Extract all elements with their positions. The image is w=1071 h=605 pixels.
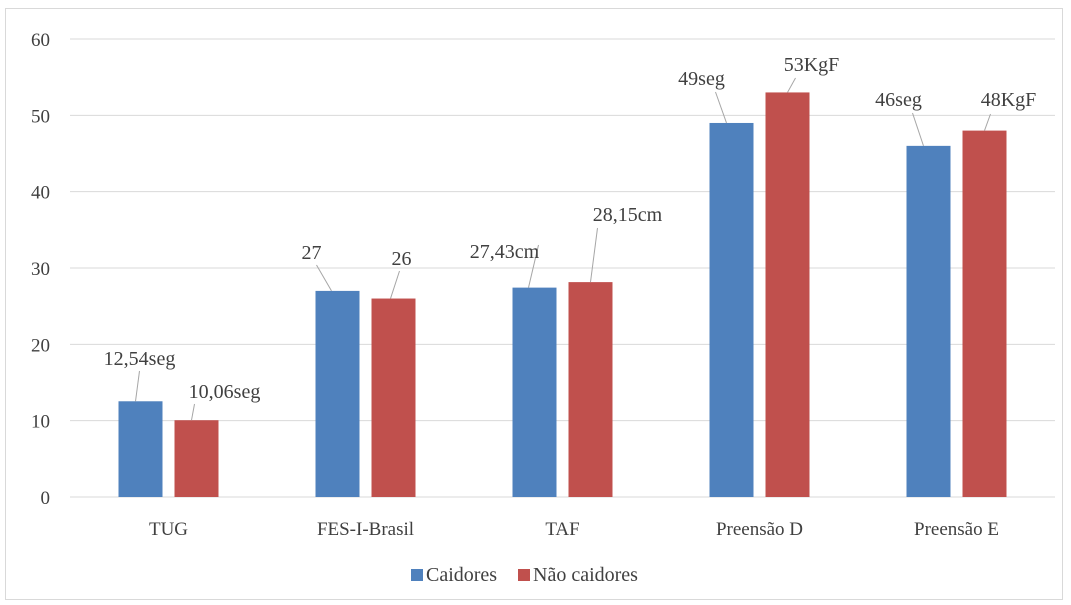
bar-caidores	[118, 401, 163, 497]
data-label: 12,54seg	[104, 348, 176, 370]
data-label: 28,15cm	[593, 204, 663, 226]
y-tick-label: 60	[31, 30, 50, 51]
category-label: FES-I-Brasil	[317, 519, 414, 540]
y-tick-label: 50	[31, 106, 50, 127]
y-axis: 0 10 20 30 40 50 60	[31, 30, 1055, 509]
category-label: TUG	[149, 519, 188, 540]
bar-nao-caidores	[174, 420, 219, 497]
bar-nao-caidores	[962, 130, 1007, 497]
label-leader-lines	[135, 77, 991, 421]
legend-entry[interactable]: Caidores	[411, 564, 497, 586]
y-tick-label: 40	[31, 183, 50, 204]
bar-nao-caidores	[765, 92, 810, 497]
leader-line	[528, 244, 539, 288]
data-label: 26	[392, 248, 412, 270]
y-tick-label: 0	[41, 488, 51, 509]
legend-label: Caidores	[426, 564, 497, 586]
category-label: TAF	[545, 519, 579, 540]
legend[interactable]: Caidores Não caidores	[411, 564, 638, 586]
legend-swatch	[518, 569, 530, 581]
legend-swatch	[411, 569, 423, 581]
bar-caidores	[906, 145, 951, 497]
y-tick-label: 10	[31, 412, 50, 433]
bar-caidores	[315, 290, 360, 497]
x-axis-categories: TUG FES-I-Brasil TAF Preensão D Preensão E	[149, 519, 999, 540]
data-label: 46seg	[875, 89, 922, 111]
data-label: 53KgF	[784, 54, 840, 76]
leader-line	[191, 403, 195, 421]
bar-nao-caidores	[371, 298, 416, 497]
leader-line	[787, 77, 796, 93]
data-label: 27,43cm	[470, 241, 540, 263]
data-label: 10,06seg	[189, 381, 261, 403]
leader-line	[390, 270, 400, 299]
leader-line	[316, 264, 332, 292]
data-label: 27	[302, 242, 322, 264]
data-label: 48KgF	[981, 89, 1037, 111]
bar-caidores	[709, 122, 754, 497]
data-labels: 12,54seg 10,06seg 27 26 27,43cm 28,15cm 49seg 5…	[104, 54, 1037, 403]
leader-line	[912, 112, 924, 147]
leader-line	[135, 370, 140, 402]
leader-line	[984, 113, 991, 131]
legend-label: Não caidores	[533, 564, 638, 586]
y-tick-label: 20	[31, 335, 50, 356]
legend-entry[interactable]: Não caidores	[518, 564, 638, 586]
category-label: Preensão E	[914, 519, 999, 540]
y-tick-label: 30	[31, 259, 50, 280]
leader-line	[590, 227, 598, 283]
category-label: Preensão D	[716, 519, 803, 540]
bars	[118, 92, 1007, 497]
bar-caidores	[512, 287, 557, 497]
leader-line	[715, 91, 727, 124]
data-label: 49seg	[678, 68, 725, 90]
bar-nao-caidores	[568, 282, 613, 497]
